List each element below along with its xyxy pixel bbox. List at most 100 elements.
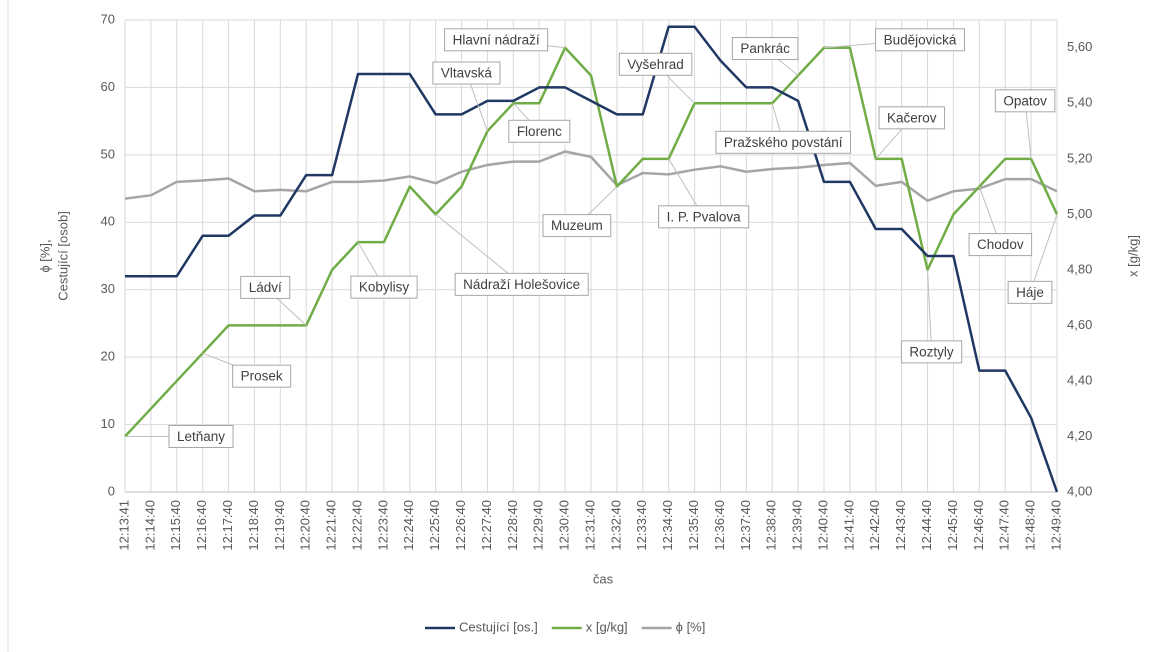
y2-tick-label: 4,80 xyxy=(1067,261,1092,276)
annotation: Vyšehrad xyxy=(618,52,695,104)
x-tick-label: 12:39:40 xyxy=(790,500,805,551)
annotation-box xyxy=(350,275,418,299)
series-line xyxy=(124,46,1059,438)
annotation-box xyxy=(968,233,1033,257)
annotation-box xyxy=(1007,280,1053,304)
x-tick-label: 12:25:40 xyxy=(427,500,442,551)
annotation-label: Háje xyxy=(1016,285,1044,300)
x-tick-label: 12:42:40 xyxy=(867,500,882,551)
annotation: Chodov xyxy=(968,186,1033,257)
annotation-box xyxy=(878,106,946,130)
annotation-label: Nádraží Holešovice xyxy=(463,277,580,292)
y-tick-label: 10 xyxy=(101,416,115,431)
annotation-box xyxy=(731,37,799,61)
y-tick-label: 40 xyxy=(101,214,115,229)
annotation: Kačerov xyxy=(875,106,946,160)
y2-tick-label: 5,00 xyxy=(1067,206,1092,221)
annotation: I. P. Pvalova xyxy=(658,158,750,229)
x-tick-label: 12:43:40 xyxy=(893,500,908,551)
annotation-box xyxy=(542,214,612,238)
x-tick-label: 12:36:40 xyxy=(712,500,727,551)
series-line xyxy=(125,25,1059,493)
y-tick-label: 60 xyxy=(101,79,115,94)
annotation-label: Vltavská xyxy=(441,66,493,81)
legend-label: Cestující [os.] xyxy=(459,619,538,634)
x-tick-label: 12:28:40 xyxy=(505,500,520,551)
annotation-label: Prosek xyxy=(241,369,283,384)
x-tick-label: 12:20:40 xyxy=(298,500,313,551)
annotation-box xyxy=(658,205,750,229)
y-tick-label: 20 xyxy=(101,349,115,364)
annotation-label: Pražského povstání xyxy=(724,135,843,150)
annotation-label: Florenc xyxy=(517,124,562,139)
annotation-label: Roztyly xyxy=(909,344,954,359)
annotation: Háje xyxy=(1007,214,1058,304)
series-line xyxy=(124,150,1058,202)
x-tick-label: 12:29:40 xyxy=(531,500,546,551)
y2-tick-label: 4,60 xyxy=(1067,317,1092,332)
y-tick-label: 30 xyxy=(101,281,115,296)
y2-axis-title: x [g/kg] xyxy=(1125,235,1140,277)
annotation: Muzeum xyxy=(542,186,618,238)
annotation-label: Muzeum xyxy=(551,218,603,233)
x-tick-label: 12:34:40 xyxy=(660,500,675,551)
y-tick-label: 50 xyxy=(101,146,115,161)
annotation-label: Vyšehrad xyxy=(627,57,684,72)
annotation-label: Ládví xyxy=(249,280,282,295)
x-tick-label: 12:35:40 xyxy=(686,500,701,551)
x-tick-label: 12:16:40 xyxy=(194,500,209,551)
y-tick-label: 70 xyxy=(101,11,115,26)
x-tick-label: 12:21:40 xyxy=(324,500,339,551)
annotation-box xyxy=(454,272,589,296)
x-tick-label: 12:17:40 xyxy=(220,500,235,551)
annotation: Budějovická xyxy=(823,28,965,52)
annotation: Letňany xyxy=(125,424,234,448)
annotation-label: Hlavní nádraží xyxy=(453,32,540,47)
x-tick-label: 12:40:40 xyxy=(815,500,830,551)
x-tick-label: 12:32:40 xyxy=(608,500,623,551)
y2-tick-label: 4,40 xyxy=(1067,372,1092,387)
annotation-leader xyxy=(435,213,522,285)
x-tick-label: 12:23:40 xyxy=(375,500,390,551)
x-tick-label: 12:30:40 xyxy=(557,500,572,551)
annotation-label: Letňany xyxy=(177,429,225,444)
x-tick-label: 12:24:40 xyxy=(401,500,416,551)
y-tick-label: 0 xyxy=(108,483,115,498)
annotation: Prosek xyxy=(202,352,292,388)
annotation: Roztyly xyxy=(900,269,963,364)
annotation-box xyxy=(715,130,852,154)
annotation-box xyxy=(240,275,291,299)
legend-label: x [g/kg] xyxy=(586,619,628,634)
x-tick-label: 12:45:40 xyxy=(945,500,960,551)
annotation-label: Pankrác xyxy=(740,41,790,56)
annotation: Nádraží Holešovice xyxy=(435,213,589,296)
annotation-leader xyxy=(927,269,933,352)
x-tick-label: 12:49:40 xyxy=(1048,500,1063,551)
annotation-label: Chodov xyxy=(977,237,1024,252)
x-tick-label: 12:33:40 xyxy=(634,500,649,551)
annotation-box xyxy=(900,340,963,364)
annotation: Florenc xyxy=(508,102,571,143)
x-tick-label: 12:19:40 xyxy=(272,500,287,551)
annotation: Kobylisy xyxy=(350,241,418,299)
annotation-box xyxy=(168,424,234,448)
annotation: Opatov xyxy=(994,89,1056,159)
x-tick-label: 12:41:40 xyxy=(841,500,856,551)
x-tick-label: 12:14:40 xyxy=(142,500,157,551)
x-tick-label: 12:46:40 xyxy=(971,500,986,551)
x-tick-label: 12:18:40 xyxy=(246,500,261,551)
annotation-box xyxy=(618,52,693,76)
y2-tick-label: 4,00 xyxy=(1067,483,1092,498)
annotation-label: Kačerov xyxy=(887,110,937,125)
y2-tick-label: 4,20 xyxy=(1067,428,1092,443)
x-tick-label: 12:47:40 xyxy=(997,500,1012,551)
x-axis-title: čas xyxy=(593,571,614,586)
x-tick-label: 12:37:40 xyxy=(738,500,753,551)
annotation-label: I. P. Pvalova xyxy=(667,209,742,224)
annotation-box xyxy=(994,89,1056,113)
annotation-leader xyxy=(1029,214,1058,293)
x-tick-label: 12:13:41 xyxy=(116,500,131,551)
annotation: Pankrác xyxy=(731,37,799,76)
annotation-label: Kobylisy xyxy=(359,280,410,295)
annotation-box xyxy=(875,28,965,52)
